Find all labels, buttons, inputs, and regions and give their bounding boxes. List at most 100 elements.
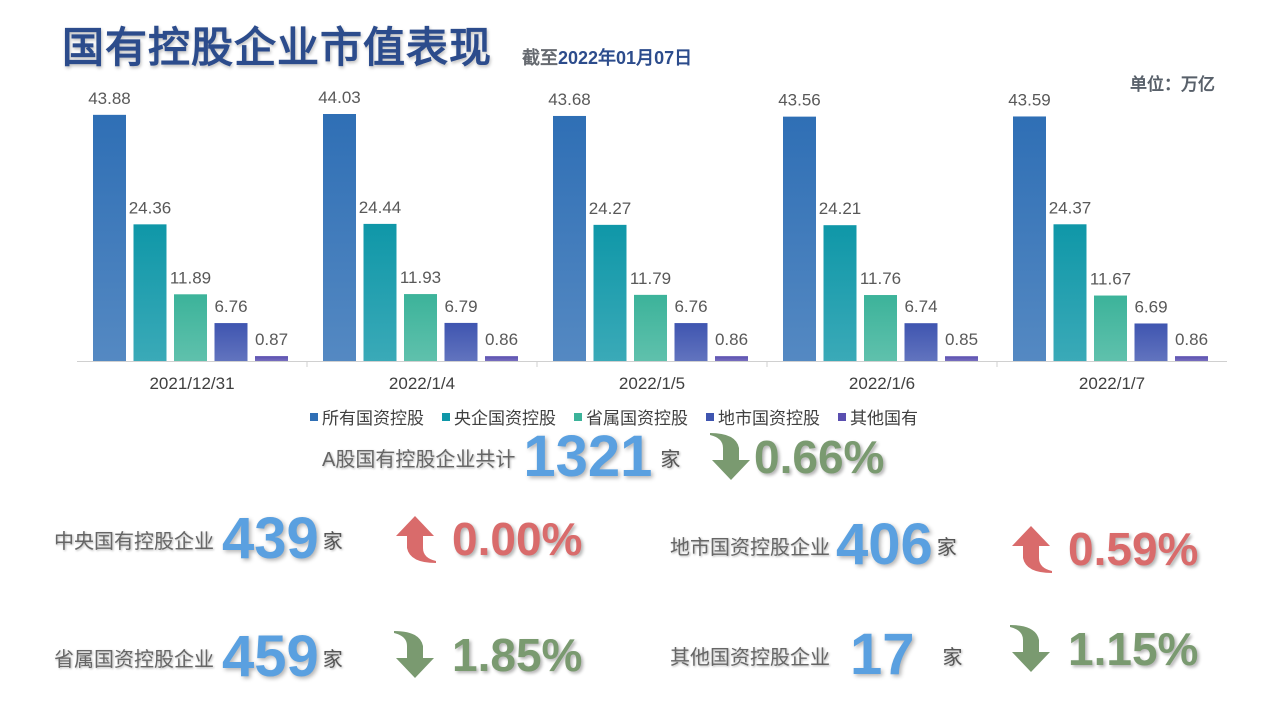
down-arrow-icon <box>708 432 754 482</box>
legend-swatch <box>310 412 318 421</box>
legend-swatch <box>706 412 714 421</box>
provincial-change: 1.85% <box>392 630 582 680</box>
data-label: 0.85 <box>945 330 978 349</box>
data-label: 6.79 <box>444 297 477 316</box>
legend-item: 地市国资控股 <box>706 404 820 429</box>
bar <box>1175 356 1208 361</box>
legend-item: 省属国资控股 <box>574 404 688 429</box>
bar <box>214 323 248 361</box>
other-label: 其他国资控股企业 <box>670 646 830 669</box>
unit-label: 单位：万亿 <box>1130 75 1215 94</box>
data-label: 43.56 <box>778 91 821 110</box>
as-of-prefix: 截至 <box>522 48 558 68</box>
data-label: 24.21 <box>819 199 862 218</box>
bar <box>674 323 708 361</box>
legend-label: 地市国资控股 <box>718 409 820 428</box>
data-label: 24.36 <box>129 198 172 217</box>
data-label: 11.89 <box>170 268 211 287</box>
x-tick-label: 2022/1/6 <box>849 374 915 393</box>
x-tick-label: 2021/12/31 <box>149 374 234 393</box>
provincial-stat: 省属国资控股企业 459 家 <box>54 628 343 686</box>
central-label: 中央国有控股企业 <box>54 530 214 553</box>
bar <box>174 294 207 361</box>
page-title: 国有控股企业市值表现 <box>62 24 493 71</box>
city-unit: 家 <box>936 536 957 559</box>
other-stat: 其他国资控股企业 17 家 <box>670 626 963 684</box>
legend-item: 央企国资控股 <box>442 404 556 429</box>
data-label: 6.76 <box>214 297 247 316</box>
down-arrow-icon <box>1008 624 1054 674</box>
bar <box>323 114 356 361</box>
other-change-value: 1.15% <box>1068 623 1199 675</box>
bar <box>133 224 167 361</box>
data-label: 0.86 <box>715 330 748 349</box>
bar <box>945 356 978 361</box>
x-tick-label: 2022/1/4 <box>389 374 455 393</box>
data-label: 0.86 <box>1175 330 1208 349</box>
legend-label: 所有国资控股 <box>322 409 424 428</box>
bar <box>1013 116 1046 361</box>
bar <box>864 295 897 361</box>
legend-label: 省属国资控股 <box>586 409 688 428</box>
legend-label: 央企国资控股 <box>454 409 556 428</box>
x-tick-label: 2022/1/7 <box>1079 374 1145 393</box>
data-label: 43.88 <box>88 89 131 108</box>
data-label: 11.76 <box>860 269 901 288</box>
bar <box>485 356 518 361</box>
total-unit: 家 <box>660 448 681 471</box>
bar <box>1094 295 1127 361</box>
chart-legend: 所有国资控股 央企国资控股 省属国资控股 地市国资控股 其他国有 <box>310 404 918 429</box>
city-label: 地市国资控股企业 <box>670 536 830 559</box>
total-label: A股国有控股企业共计 <box>322 448 516 471</box>
bar <box>634 294 667 361</box>
data-label: 6.76 <box>674 297 707 316</box>
bar <box>363 223 397 361</box>
other-count: 17 <box>850 622 915 687</box>
city-change-value: 0.59% <box>1068 523 1199 575</box>
data-label: 6.69 <box>1134 297 1167 316</box>
provincial-count: 459 <box>222 624 319 689</box>
up-arrow-icon <box>392 514 438 564</box>
bar <box>93 114 126 362</box>
up-arrow-icon <box>1008 524 1054 574</box>
down-arrow-icon <box>392 630 438 680</box>
bar <box>823 225 857 361</box>
bar <box>553 115 586 361</box>
data-label: 43.59 <box>1008 90 1051 109</box>
data-label: 11.67 <box>1090 270 1131 289</box>
legend-swatch <box>574 412 582 421</box>
other-unit: 家 <box>942 646 963 669</box>
bar <box>444 322 478 361</box>
bar <box>715 356 748 361</box>
data-label: 11.93 <box>400 268 441 287</box>
as-of-date: 截至2022年01月07日 <box>522 44 692 70</box>
central-change-value: 0.00% <box>452 513 583 565</box>
other-change: 1.15% <box>1008 624 1198 674</box>
provincial-unit: 家 <box>322 648 343 671</box>
data-label: 6.74 <box>904 297 937 316</box>
legend-swatch <box>442 412 450 421</box>
legend-item: 所有国资控股 <box>310 404 424 429</box>
central-change: 0.00% <box>392 514 582 564</box>
data-label: 24.37 <box>1049 198 1092 217</box>
x-tick-label: 2022/1/5 <box>619 374 685 393</box>
data-label: 11.79 <box>630 269 671 288</box>
bar <box>1053 224 1087 361</box>
data-label: 24.44 <box>359 198 402 217</box>
central-count: 439 <box>222 506 319 571</box>
legend-swatch <box>838 412 846 421</box>
bar-chart: 43.8824.3611.896.760.872021/12/3144.0324… <box>77 88 1227 393</box>
total-change: 0.66% <box>708 432 884 482</box>
legend-item: 其他国有 <box>838 404 918 429</box>
city-count: 406 <box>836 512 933 577</box>
as-of-value: 2022年01月07日 <box>558 48 693 68</box>
bar <box>904 323 938 361</box>
bar <box>404 294 437 361</box>
bar <box>783 116 816 361</box>
legend-label: 其他国有 <box>850 409 918 428</box>
central-stat: 中央国有控股企业 439 家 <box>54 510 343 568</box>
data-label: 0.86 <box>485 330 518 349</box>
data-label: 24.27 <box>589 199 632 218</box>
total-count: 1321 <box>523 424 653 489</box>
provincial-label: 省属国资控股企业 <box>54 648 214 671</box>
